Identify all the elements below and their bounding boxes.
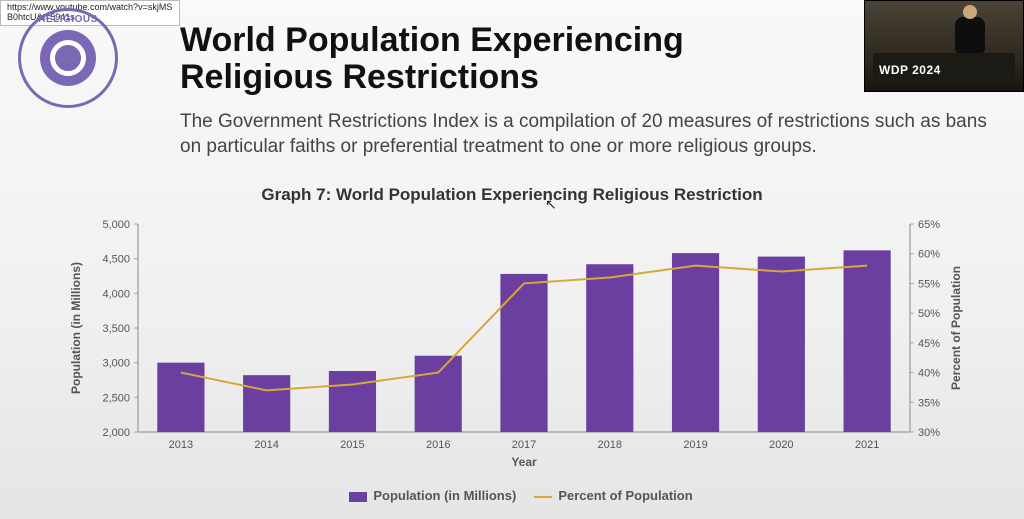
chart-title: Graph 7: World Population Experiencing R…	[0, 185, 1024, 205]
speaker-head-icon	[963, 5, 977, 19]
legend-label: Percent of Population	[558, 488, 692, 503]
svg-text:50%: 50%	[918, 308, 940, 320]
legend-label: Population (in Millions)	[373, 488, 516, 503]
bar	[586, 264, 633, 432]
svg-text:2014: 2014	[254, 439, 278, 451]
svg-text:2013: 2013	[169, 439, 193, 451]
svg-text:2019: 2019	[683, 439, 707, 451]
svg-text:3,500: 3,500	[102, 323, 130, 335]
svg-text:45%: 45%	[918, 338, 940, 350]
svg-text:2021: 2021	[855, 439, 879, 451]
video-pip[interactable]: WDP 2024	[864, 0, 1024, 92]
bar	[243, 375, 290, 432]
svg-text:2017: 2017	[512, 439, 536, 451]
chart-legend: Population (in Millions) Percent of Popul…	[0, 488, 1024, 503]
svg-text:2020: 2020	[769, 439, 793, 451]
svg-text:5,000: 5,000	[102, 219, 130, 231]
bar	[500, 274, 547, 432]
svg-text:4,500: 4,500	[102, 254, 130, 266]
svg-text:2016: 2016	[426, 439, 450, 451]
bar	[672, 253, 719, 432]
svg-text:2018: 2018	[598, 439, 622, 451]
presentation-slide: https://www.youtube.com/watch?v=skjMSB0h…	[0, 0, 1024, 519]
svg-text:Percent of Population: Percent of Population	[949, 266, 963, 390]
bar	[329, 371, 376, 432]
svg-text:3,000: 3,000	[102, 358, 130, 370]
svg-text:2015: 2015	[340, 439, 364, 451]
pip-speaker	[951, 5, 991, 55]
bar	[844, 250, 891, 432]
slide-subtitle: The Government Restrictions Index is a c…	[180, 109, 994, 160]
legend-swatch	[349, 492, 367, 502]
svg-text:60%: 60%	[918, 249, 940, 261]
legend-swatch	[534, 496, 552, 498]
speaker-body-icon	[955, 17, 985, 53]
logo-ring-icon	[50, 40, 86, 76]
svg-text:55%: 55%	[918, 278, 940, 290]
logo-inner-disc	[40, 30, 96, 86]
chart: 2,000 2,500 3,000 3,500 4,000 4,500 5,000 30% 35…	[60, 218, 970, 478]
slide-title-line2: Religious Restrictions	[180, 58, 539, 96]
logo-text-line1: RELIGIOUS	[18, 14, 118, 25]
svg-text:65%: 65%	[918, 219, 940, 231]
svg-text:40%: 40%	[918, 368, 940, 380]
chart-svg: 2,000 2,500 3,000 3,500 4,000 4,500 5,000 30% 35…	[60, 218, 970, 478]
svg-text:35%: 35%	[918, 397, 940, 409]
bar	[415, 356, 462, 432]
svg-text:2,500: 2,500	[102, 392, 130, 404]
svg-text:2,000: 2,000	[102, 427, 130, 439]
svg-text:Population (in Millions): Population (in Millions)	[69, 262, 83, 394]
bar	[758, 257, 805, 432]
slide-title-line1: World Population Experiencing	[180, 21, 684, 59]
svg-text:Year: Year	[511, 455, 537, 469]
svg-text:30%: 30%	[918, 427, 940, 439]
svg-text:4,000: 4,000	[102, 288, 130, 300]
pip-label: WDP 2024	[879, 63, 941, 77]
religious-freedom-logo: RELIGIOUS	[18, 8, 118, 108]
